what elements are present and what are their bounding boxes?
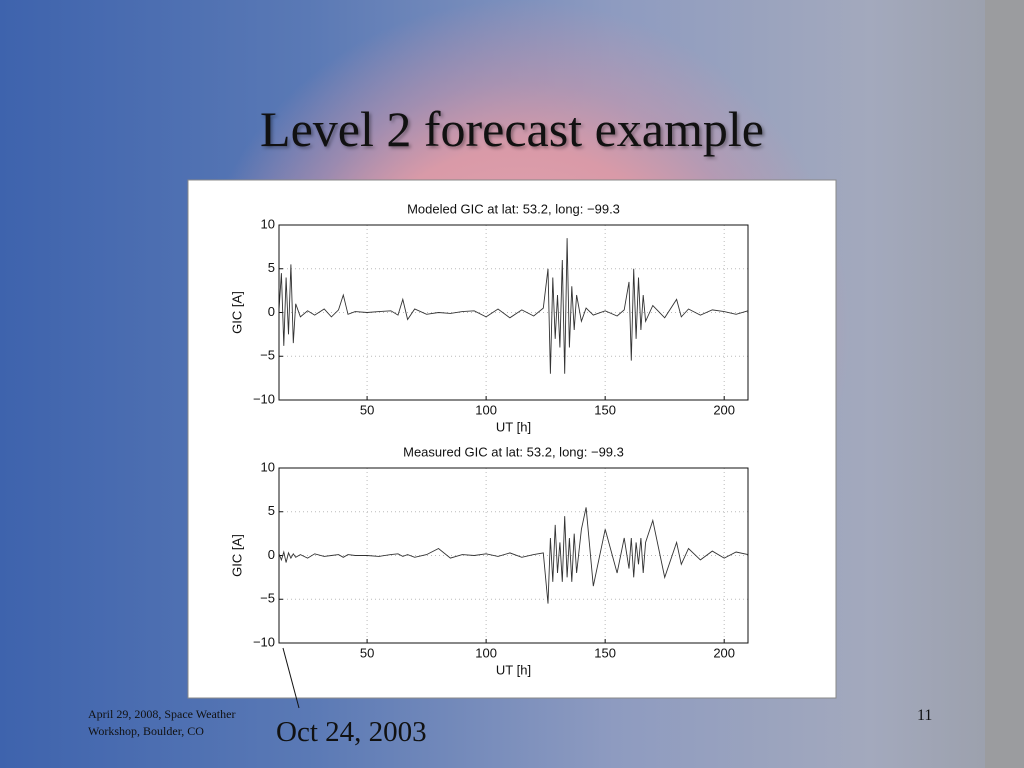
x-tick-label: 200 — [713, 645, 735, 660]
plot-frame — [278, 224, 749, 401]
chart-title: Modeled GIC at lat: 53.2, long: −99.3 — [407, 201, 620, 216]
footer-line: April 29, 2008, Space Weather — [88, 707, 236, 721]
y-axis-label: GIC [A] — [229, 534, 244, 577]
x-tick-label: 100 — [475, 645, 497, 660]
plot-area — [279, 225, 748, 400]
x-axis-label: UT [h] — [496, 419, 531, 434]
y-tick-label: 0 — [268, 304, 275, 319]
annotation-pointer — [282, 647, 300, 709]
slide-title: Level 2 forecast example — [260, 101, 764, 157]
y-tick-label: 5 — [268, 503, 275, 518]
y-tick-label: −5 — [260, 591, 275, 606]
x-tick-label: 150 — [594, 645, 616, 660]
y-axis-label: GIC [A] — [229, 291, 244, 334]
footer: April 29, 2008, Space Weather Workshop, … — [88, 706, 235, 740]
plot-area — [279, 468, 748, 643]
y-tick-label: −5 — [260, 348, 275, 363]
data-line — [278, 507, 749, 604]
x-tick-label: 50 — [360, 645, 374, 660]
footer-line: Workshop, Boulder, CO — [88, 724, 204, 738]
chart-title: Measured GIC at lat: 53.2, long: −99.3 — [403, 444, 624, 459]
side-strip — [985, 0, 1024, 768]
x-tick-label: 150 — [594, 402, 616, 417]
data-line — [278, 238, 749, 374]
x-tick-label: 50 — [360, 402, 374, 417]
plot-frame — [278, 467, 749, 644]
y-tick-label: 0 — [268, 547, 275, 562]
y-tick-label: 10 — [261, 216, 275, 231]
y-tick-label: −10 — [253, 391, 275, 406]
page-number: 11 — [917, 707, 933, 724]
x-tick-label: 200 — [713, 402, 735, 417]
x-tick-label: 100 — [475, 402, 497, 417]
y-tick-label: −10 — [253, 634, 275, 649]
x-axis-label: UT [h] — [496, 662, 531, 677]
y-tick-label: 5 — [268, 260, 275, 275]
y-tick-label: 10 — [261, 459, 275, 474]
annotation: Oct 24, 2003 — [276, 716, 427, 748]
